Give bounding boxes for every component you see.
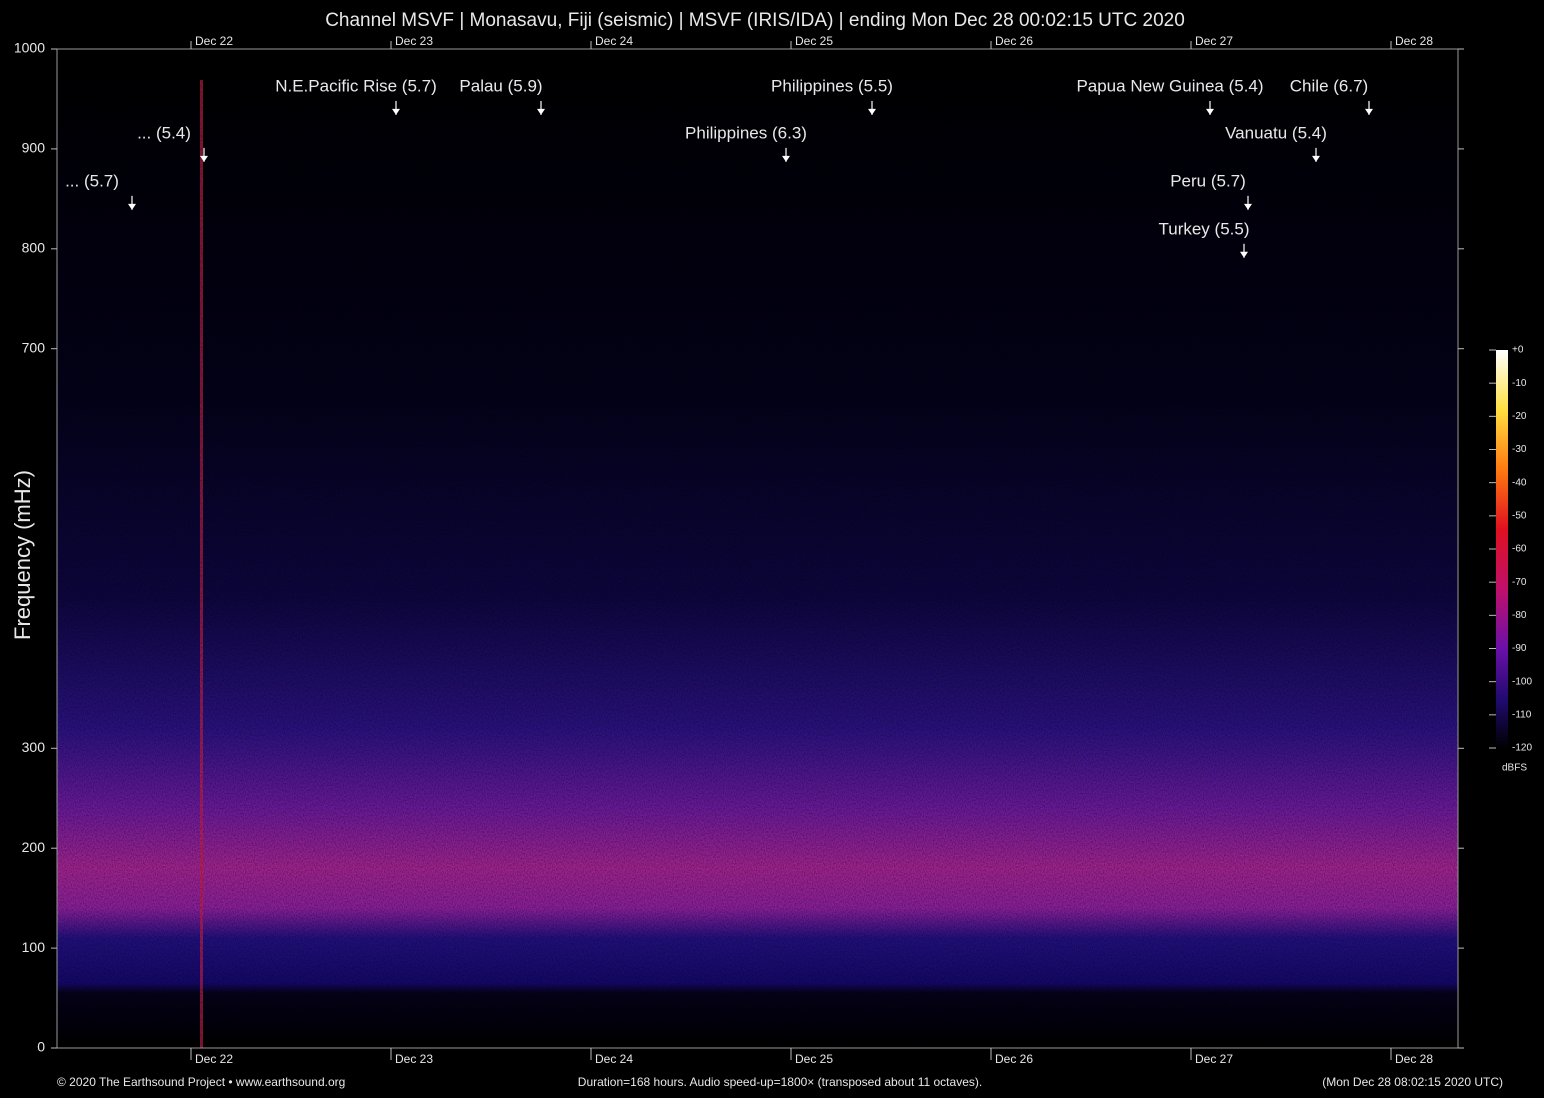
colorbar-tick-label: -30 bbox=[1512, 444, 1527, 455]
plot-frame bbox=[56, 48, 1459, 1049]
y-tick-label: 900 bbox=[22, 140, 46, 156]
annotation-label: Peru (5.7) bbox=[1170, 171, 1246, 190]
y-tick-label: 100 bbox=[22, 939, 46, 955]
colorbar-tick-label: -60 bbox=[1512, 544, 1527, 555]
annotation-arrowhead bbox=[1365, 108, 1373, 115]
annotation-arrowhead bbox=[1240, 251, 1248, 258]
colorbar-tick-label: +0 bbox=[1512, 345, 1524, 356]
colorbar-tick-label: -10 bbox=[1512, 378, 1527, 389]
colorbar-tick-label: -70 bbox=[1512, 577, 1527, 588]
footer-left: © 2020 The Earthsound Project • www.eart… bbox=[57, 1075, 345, 1089]
annotation-label: N.E.Pacific Rise (5.7) bbox=[275, 76, 437, 95]
annotation-label: Turkey (5.5) bbox=[1158, 219, 1249, 238]
x-tick-label: Dec 23 bbox=[395, 1052, 433, 1066]
annotation-label: Vanuatu (5.4) bbox=[1225, 123, 1327, 142]
annotation-arrowhead bbox=[392, 108, 400, 115]
footer-center: Duration=168 hours. Audio speed-up=1800×… bbox=[578, 1075, 982, 1089]
x-tick-label-top: Dec 28 bbox=[1395, 34, 1433, 48]
y-tick-label: 0 bbox=[37, 1039, 45, 1055]
annotation-arrowhead bbox=[782, 155, 790, 162]
y-tick-label: 700 bbox=[22, 339, 46, 355]
colorbar-tick-label: -120 bbox=[1512, 743, 1532, 754]
annotation-label: Philippines (5.5) bbox=[771, 76, 893, 95]
x-tick-label-top: Dec 27 bbox=[1195, 34, 1233, 48]
annotation-arrowhead bbox=[1244, 203, 1252, 210]
colorbar-tick-label: -80 bbox=[1512, 610, 1527, 621]
annotation-arrowhead bbox=[1312, 155, 1320, 162]
annotation-label: Chile (6.7) bbox=[1290, 76, 1368, 95]
x-tick-label-top: Dec 26 bbox=[995, 34, 1033, 48]
annotation-arrowhead bbox=[200, 155, 208, 162]
x-tick-label-top: Dec 23 bbox=[395, 34, 433, 48]
x-tick-label: Dec 25 bbox=[795, 1052, 833, 1066]
colorbar-tick-label: -110 bbox=[1512, 709, 1532, 720]
x-tick-label-top: Dec 22 bbox=[195, 34, 233, 48]
x-tick-label: Dec 26 bbox=[995, 1052, 1033, 1066]
y-tick-label: 300 bbox=[22, 739, 46, 755]
annotation-arrowhead bbox=[128, 203, 136, 210]
annotation-label: ... (5.7) bbox=[65, 171, 119, 190]
annotation-label: Palau (5.9) bbox=[459, 76, 542, 95]
y-tick-label: 800 bbox=[22, 240, 46, 256]
annotation-label: ... (5.4) bbox=[137, 123, 191, 142]
annotation-arrowhead bbox=[1206, 108, 1214, 115]
x-tick-label: Dec 28 bbox=[1395, 1052, 1433, 1066]
annotation-arrowhead bbox=[537, 108, 545, 115]
x-tick-label: Dec 24 bbox=[595, 1052, 633, 1066]
y-tick-label: 200 bbox=[22, 839, 46, 855]
annotation-label: Philippines (6.3) bbox=[685, 123, 807, 142]
colorbar-tick-label: -100 bbox=[1512, 676, 1532, 687]
spectrogram-noise bbox=[57, 49, 1458, 1048]
footer-right: (Mon Dec 28 08:02:15 2020 UTC) bbox=[1322, 1075, 1503, 1089]
annotation-label: Papua New Guinea (5.4) bbox=[1076, 76, 1263, 95]
colorbar bbox=[1496, 350, 1508, 748]
x-tick-label-top: Dec 25 bbox=[795, 34, 833, 48]
annotation-arrowhead bbox=[868, 108, 876, 115]
y-axis-label: Frequency (mHz) bbox=[10, 470, 35, 640]
y-tick-label: 1000 bbox=[14, 40, 45, 56]
colorbar-tick-label: -90 bbox=[1512, 643, 1527, 654]
x-tick-label-top: Dec 24 bbox=[595, 34, 633, 48]
colorbar-tick-label: -40 bbox=[1512, 477, 1527, 488]
colorbar-tick-label: -20 bbox=[1512, 411, 1527, 422]
colorbar-tick-label: -50 bbox=[1512, 510, 1527, 521]
x-tick-label: Dec 22 bbox=[195, 1052, 233, 1066]
chart-title: Channel MSVF | Monasavu, Fiji (seismic) … bbox=[325, 10, 1185, 31]
x-tick-label: Dec 27 bbox=[1195, 1052, 1233, 1066]
colorbar-label: dBFS bbox=[1502, 763, 1527, 774]
